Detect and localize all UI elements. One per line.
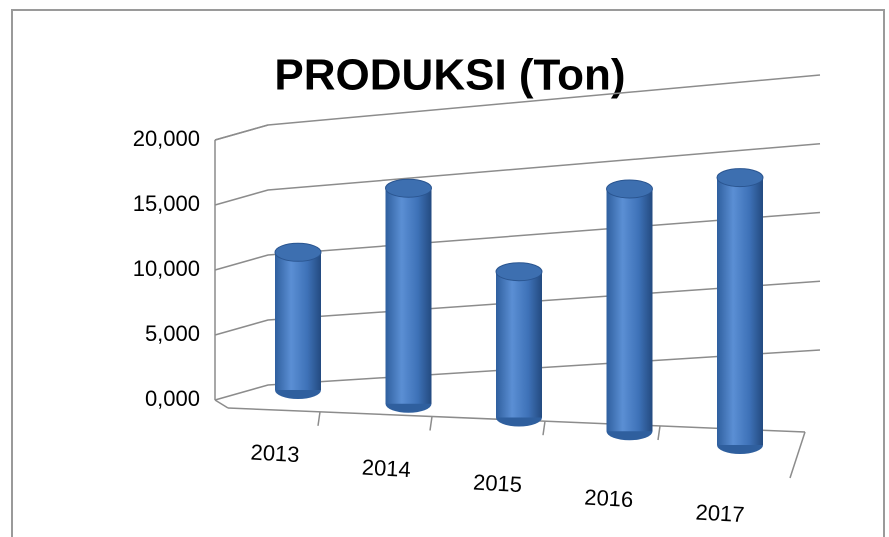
floor-tick <box>542 421 546 436</box>
bar <box>385 188 432 404</box>
y-tick-label: 0,000 <box>145 386 200 411</box>
y-tick-label: 10,000 <box>133 256 200 281</box>
floor-tick <box>657 425 661 441</box>
x-tick-label: 2015 <box>472 470 522 498</box>
bar <box>606 188 653 432</box>
bar-top <box>716 168 764 188</box>
bar <box>496 271 542 418</box>
grid-line <box>214 74 821 141</box>
bar-top <box>495 262 543 282</box>
floor-tick <box>317 411 321 426</box>
x-tick-label: 2016 <box>584 485 634 513</box>
bar-top <box>274 242 322 262</box>
frame <box>11 9 885 537</box>
x-tick-label: 2013 <box>250 440 300 468</box>
y-tick-label: 20,000 <box>133 126 200 151</box>
floor-left <box>214 399 229 409</box>
bar-top <box>385 178 432 198</box>
x-tick-label: 2017 <box>695 500 745 528</box>
chart-title: PRODUKSI (Ton) <box>274 51 625 100</box>
y-tick-label: 5,000 <box>145 321 200 346</box>
bar-top <box>606 179 653 199</box>
grid-line <box>214 143 821 206</box>
floor-tick <box>429 416 433 431</box>
y-tick-label: 15,000 <box>133 191 200 216</box>
x-tick-label: 2014 <box>361 455 411 483</box>
bar <box>275 252 321 390</box>
bar <box>717 177 763 445</box>
floor-right <box>789 431 806 479</box>
